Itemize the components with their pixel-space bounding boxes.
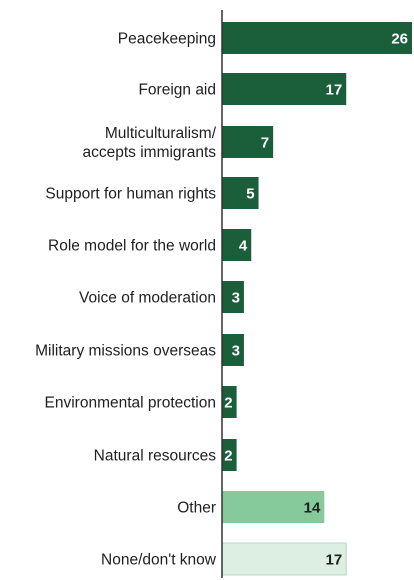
category-label-line: Multiculturalism/ — [105, 125, 217, 142]
category-label-line: Military missions overseas — [35, 343, 216, 360]
bar-voice-of-moderation — [222, 281, 244, 313]
value-label-other: 14 — [304, 500, 321, 517]
category-labels-group: Peacekeeping Foreign aid Multiculturalism/… — [35, 31, 217, 569]
value-label-none-don-t-know: 17 — [326, 552, 343, 569]
category-label-military-missions-overseas: Military missions overseas — [35, 343, 216, 360]
category-label-line: Environmental protection — [45, 395, 216, 412]
category-label-line: Other — [177, 500, 216, 517]
category-label-line: Voice of moderation — [79, 290, 216, 307]
value-label-military-missions-overseas: 3 — [232, 343, 240, 360]
category-label-support-for-human-rights: Support for human rights — [45, 186, 216, 203]
bar-peacekeeping — [222, 22, 412, 54]
category-label-environmental-protection: Environmental protection — [45, 395, 216, 412]
value-label-foreign-aid: 17 — [326, 82, 343, 99]
value-labels-group: 26 17 7 5 4 3 3 2 2 14 17 — [224, 31, 408, 569]
value-label-voice-of-moderation: 3 — [232, 290, 240, 307]
value-label-peacekeeping: 26 — [391, 31, 408, 48]
category-label-line: Foreign aid — [138, 82, 216, 99]
category-label-other: Other — [177, 500, 216, 517]
bar-multiculturalism-accepts-immigrants — [222, 126, 274, 158]
category-label-multiculturalism-accepts-immigrants: Multiculturalism/accepts immigrants — [82, 125, 216, 161]
category-label-foreign-aid: Foreign aid — [138, 82, 216, 99]
bar-support-for-human-rights — [222, 177, 259, 209]
category-label-line: Role model for the world — [48, 238, 216, 255]
category-label-natural-resources: Natural resources — [94, 448, 217, 465]
bar-foreign-aid — [222, 73, 347, 105]
category-label-line: accepts immigrants — [82, 144, 216, 161]
bars-group — [221, 22, 412, 576]
category-label-line: Peacekeeping — [118, 31, 216, 48]
category-label-line: Natural resources — [94, 448, 217, 465]
category-label-line: None/don't know — [101, 552, 217, 569]
category-label-voice-of-moderation: Voice of moderation — [79, 290, 216, 307]
value-label-support-for-human-rights: 5 — [246, 186, 254, 203]
bar-role-model-for-the-world — [222, 229, 252, 261]
value-label-environmental-protection: 2 — [224, 395, 232, 412]
category-label-none-don-t-know: None/don't know — [101, 552, 217, 569]
category-label-role-model-for-the-world: Role model for the world — [48, 238, 216, 255]
value-label-natural-resources: 2 — [224, 448, 232, 465]
bar-military-missions-overseas — [222, 334, 244, 366]
bar-natural-resources — [222, 439, 237, 471]
bar-environmental-protection — [222, 386, 237, 418]
value-label-multiculturalism-accepts-immigrants: 7 — [261, 135, 269, 152]
category-label-line: Support for human rights — [45, 186, 216, 203]
value-label-role-model-for-the-world: 4 — [239, 238, 248, 255]
bar-other — [222, 491, 325, 523]
category-label-peacekeeping: Peacekeeping — [118, 31, 216, 48]
